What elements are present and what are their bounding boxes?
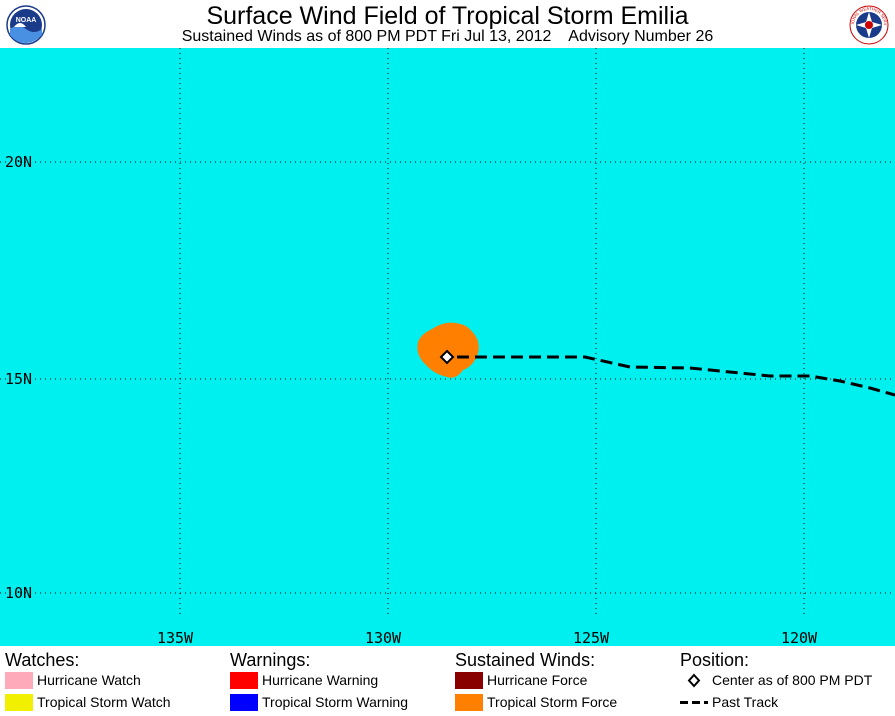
nws-logo: NATIONAL WEATHER SERVICE — [847, 1, 889, 45]
hurricane-force-swatch — [455, 672, 483, 689]
storm-center-marker[interactable] — [439, 349, 455, 365]
tropical-storm-warning-swatch — [230, 694, 258, 711]
tropical-storm-watch-swatch — [5, 694, 33, 711]
map-subtitle: Sustained Winds as of 800 PM PDT Fri Jul… — [181, 28, 714, 45]
map-header: NOAA Surface Wind Field of Tropical Stor… — [0, 0, 895, 48]
diamond-icon — [680, 672, 708, 689]
svg-text:NOAA: NOAA — [16, 17, 37, 24]
lon-label-135w: 135W — [157, 629, 194, 646]
legend: Watches: Hurricane Watch Tropical Storm … — [0, 646, 895, 716]
wind-field-map[interactable]: 20N 15N 10N 135W 130W 125W 120W — [0, 48, 895, 646]
legend-winds-heading: Sustained Winds: — [455, 650, 596, 670]
lon-label-125w: 125W — [573, 629, 610, 646]
lat-label-10n: 10N — [5, 584, 32, 602]
tropical-storm-force-wind-field[interactable] — [417, 322, 479, 378]
legend-position-heading: Position: — [680, 650, 750, 670]
lon-label-120w: 120W — [781, 629, 818, 646]
lon-label-130w: 130W — [365, 629, 402, 646]
tropical-storm-force-swatch — [455, 694, 483, 711]
hurricane-warning-swatch — [230, 672, 258, 689]
hurricane-watch-swatch — [5, 672, 33, 689]
past-track-line[interactable] — [457, 355, 895, 397]
noaa-logo: NOAA — [6, 5, 46, 45]
dashed-line-icon — [680, 694, 708, 711]
graticule — [0, 48, 895, 618]
legend-watches-heading: Watches: — [5, 650, 80, 670]
map-title: Surface Wind Field of Tropical Storm Emi… — [206, 2, 689, 30]
legend-warnings-heading: Warnings: — [230, 650, 311, 670]
lat-label-15n: 15N — [5, 370, 32, 388]
lat-label-20n: 20N — [5, 153, 32, 171]
